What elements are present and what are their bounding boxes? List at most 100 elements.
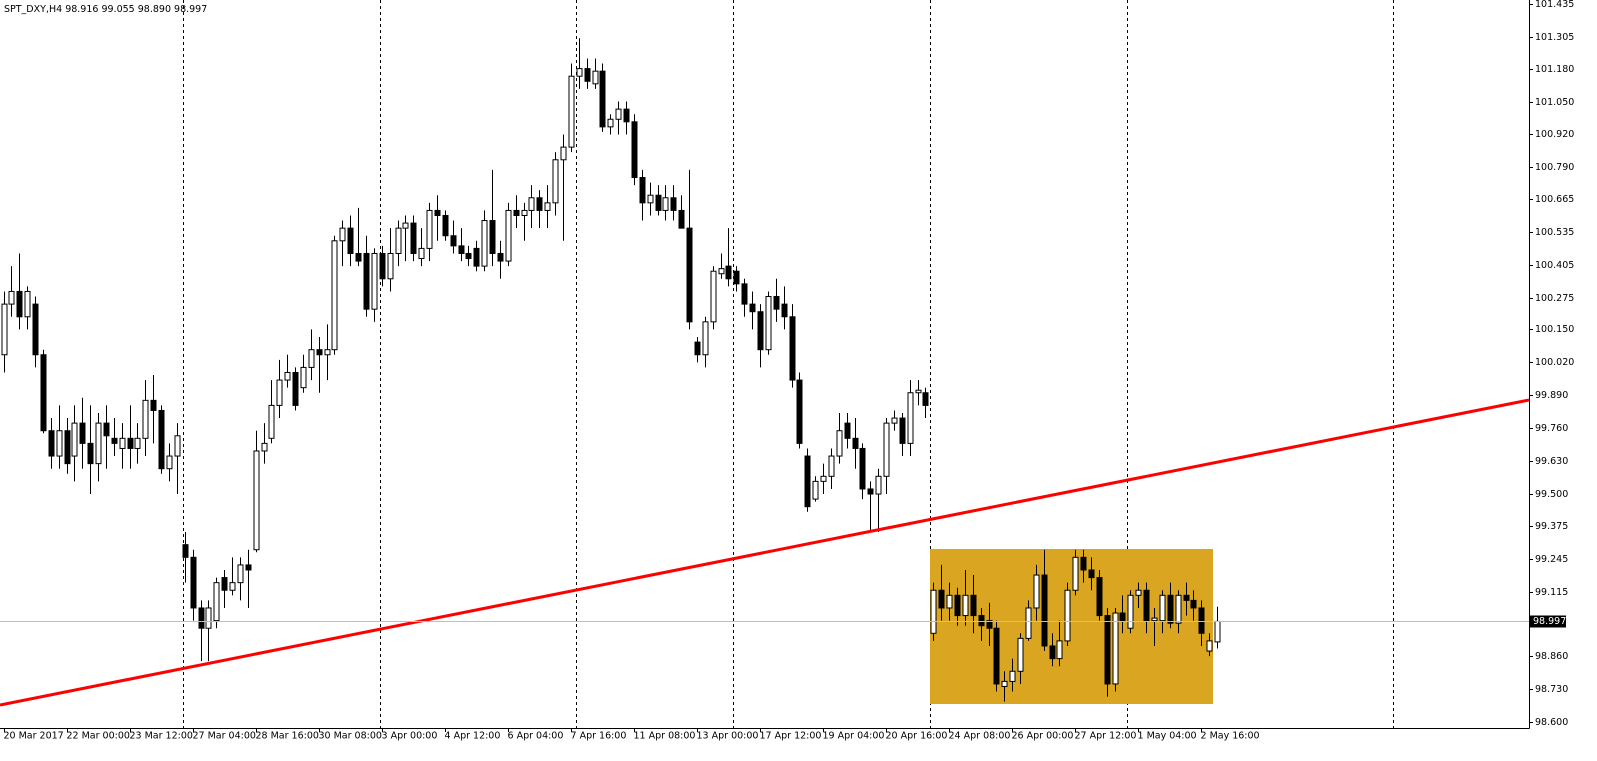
candle-body [1017, 637, 1024, 672]
candle-body [142, 399, 149, 439]
candle-body [8, 290, 15, 305]
current-price-label: 98.997 [1533, 616, 1566, 627]
candle-body [24, 290, 31, 318]
candle-body [993, 627, 1000, 685]
candle-body [702, 321, 709, 356]
y-tick-label: 100.790 [1535, 162, 1574, 173]
candle-body [111, 437, 118, 444]
candle-body [930, 589, 937, 634]
candle-body [450, 235, 457, 247]
candle-body [639, 177, 646, 204]
x-tick-label: 28 Mar 16:00 [256, 731, 319, 742]
candle-body [536, 197, 543, 211]
x-tick-label: 17 Apr 12:00 [760, 731, 822, 742]
candle-body [1009, 670, 1016, 682]
candle-body [528, 197, 535, 211]
candle-body [986, 620, 993, 629]
candle-body [1190, 599, 1197, 609]
x-tick-label: 1 May 04:00 [1138, 731, 1197, 742]
candle-body [465, 252, 472, 260]
candle-body [655, 194, 662, 211]
header: SPT_DXY,H4 98.916 99.055 98.890 98.997 [4, 4, 207, 15]
candle-body [867, 488, 874, 495]
x-tick-label: 30 Mar 08:00 [319, 731, 382, 742]
candle-body [915, 389, 922, 394]
candle-body [946, 594, 953, 609]
candle-body [339, 227, 346, 242]
y-tick-label: 101.180 [1535, 64, 1574, 75]
candle-body [773, 296, 780, 310]
candle-body [221, 577, 228, 591]
y-tick-label: 99.890 [1535, 390, 1568, 401]
candle-body [1159, 594, 1166, 622]
candle-body [899, 417, 906, 444]
candle-body [970, 594, 977, 617]
candle-body [725, 265, 732, 280]
y-tick-label: 100.020 [1535, 357, 1574, 368]
candle-body [363, 252, 370, 310]
y-tick-label: 100.665 [1535, 194, 1574, 205]
header-open: 98.916 [65, 4, 98, 15]
candle-body [245, 564, 252, 571]
candle-body [938, 589, 945, 609]
candle-body [1214, 620, 1221, 643]
y-tick-label: 98.730 [1535, 684, 1568, 695]
candle-body [284, 371, 291, 381]
chart-title: SPT_DXY,H4 [4, 4, 62, 15]
header-high: 99.055 [101, 4, 134, 15]
x-tick-label: 23 Mar 12:00 [130, 731, 193, 742]
candle-body [796, 379, 803, 444]
candle-body [410, 222, 417, 254]
x-tick-label: 20 Apr 16:00 [886, 731, 948, 742]
x-tick-label: 13 Apr 00:00 [697, 731, 759, 742]
candle-body [40, 354, 47, 432]
candle-body [261, 442, 268, 452]
candle-body [560, 146, 567, 161]
candle-body [489, 220, 496, 254]
candle-body [1, 303, 8, 356]
candle-body [331, 240, 338, 351]
candle-body [718, 268, 725, 275]
candle-body [127, 437, 134, 449]
candle-body [213, 582, 220, 622]
candle-body [828, 455, 835, 477]
candle-body [907, 392, 914, 444]
candle-body [229, 582, 236, 591]
candle-body [442, 214, 449, 237]
candle-body [1183, 594, 1190, 601]
x-tick-label: 3 Apr 00:00 [382, 731, 438, 742]
y-tick-label: 99.630 [1535, 456, 1568, 467]
candle-body [883, 422, 890, 477]
x-tick-label: 19 Apr 04:00 [823, 731, 885, 742]
candle-body [749, 303, 756, 313]
candle-body [237, 564, 244, 584]
candle-body [166, 455, 173, 470]
candle-body [347, 227, 354, 254]
candle-body [576, 68, 583, 77]
candle-body [1041, 574, 1048, 647]
candle-body [1175, 594, 1182, 624]
candle-body [647, 194, 654, 204]
header-close: 98.997 [174, 4, 207, 15]
candle-body [820, 475, 827, 482]
candle-body [395, 227, 402, 254]
candle-body [1198, 607, 1205, 634]
candle-body [584, 68, 591, 82]
candle-body [812, 480, 819, 500]
candle-body [670, 197, 677, 211]
candle-body [836, 430, 843, 457]
candle-body [1001, 680, 1008, 687]
candle-body [1088, 569, 1095, 579]
candle-body [1056, 640, 1063, 660]
candle-body [379, 252, 386, 280]
candle-body [615, 108, 622, 120]
candle-body [16, 290, 23, 318]
candle-body [103, 422, 110, 437]
candle-body [481, 220, 488, 267]
candle-body [95, 422, 102, 465]
x-tick-label: 26 Apr 00:00 [1012, 731, 1074, 742]
current-price-box [1530, 615, 1566, 628]
y-tick-label: 100.920 [1535, 129, 1574, 140]
candle-body [190, 556, 197, 609]
candle-body [599, 70, 606, 128]
